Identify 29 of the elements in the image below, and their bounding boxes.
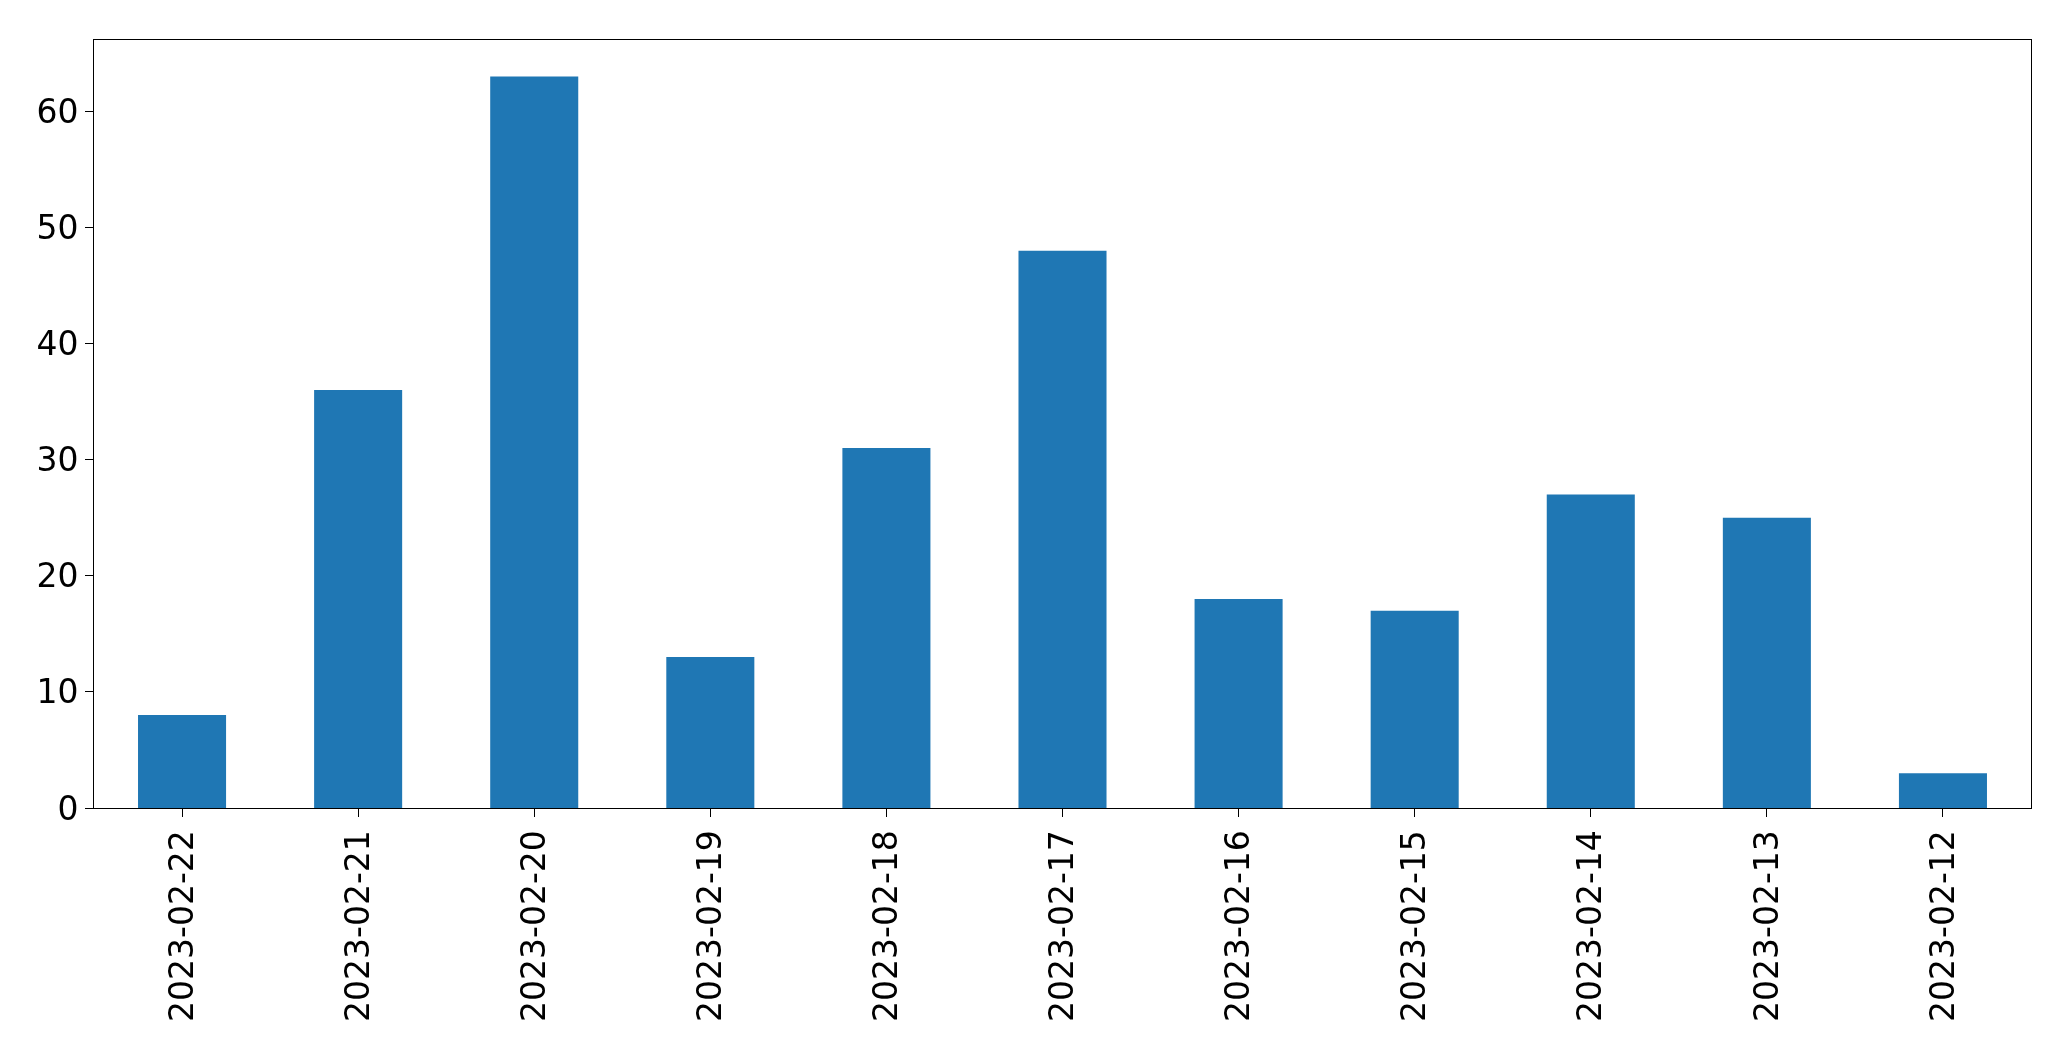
x-tick-label: 2023-02-18 <box>866 830 906 1022</box>
bar <box>1194 599 1283 808</box>
bar <box>1722 517 1811 808</box>
bar <box>490 76 579 808</box>
x-tick-label: 2023-02-22 <box>161 830 201 1022</box>
x-tick-label: 2023-02-14 <box>1570 830 1610 1022</box>
bar <box>666 657 755 808</box>
bar <box>1546 494 1635 808</box>
x-tick-label: 2023-02-19 <box>690 830 730 1022</box>
y-tick-label: 0 <box>57 788 79 828</box>
bar <box>842 448 931 808</box>
x-tick-label: 2023-02-20 <box>513 830 553 1022</box>
y-tick-label: 20 <box>36 556 79 596</box>
x-tick-label: 2023-02-17 <box>1042 830 1082 1022</box>
bar <box>1018 250 1107 808</box>
bar <box>1370 610 1459 808</box>
x-tick-label: 2023-02-21 <box>337 830 377 1022</box>
y-tick-label: 50 <box>36 208 79 248</box>
x-tick-label: 2023-02-16 <box>1218 830 1258 1022</box>
x-tick-label: 2023-02-12 <box>1922 830 1962 1022</box>
bar <box>1898 773 1987 808</box>
y-tick-label: 10 <box>36 672 79 712</box>
y-tick-label: 30 <box>36 440 79 480</box>
y-tick-label: 60 <box>36 91 79 131</box>
x-tick-label: 2023-02-15 <box>1394 830 1434 1022</box>
bar <box>314 390 403 808</box>
bar <box>138 715 227 808</box>
x-tick-label: 2023-02-13 <box>1746 830 1786 1022</box>
y-tick-label: 40 <box>36 324 79 364</box>
